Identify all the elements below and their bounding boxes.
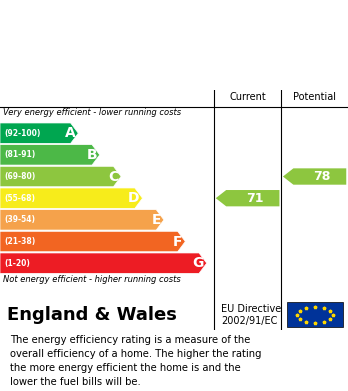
- Bar: [287, 302, 343, 327]
- Text: C: C: [108, 170, 118, 183]
- Text: 78: 78: [313, 170, 330, 183]
- Text: Potential: Potential: [293, 92, 336, 102]
- Polygon shape: [0, 253, 207, 273]
- Text: (1-20): (1-20): [4, 259, 30, 268]
- Text: E: E: [152, 213, 161, 227]
- Text: (21-38): (21-38): [4, 237, 35, 246]
- Polygon shape: [0, 231, 185, 252]
- Text: EU Directive
2002/91/EC: EU Directive 2002/91/EC: [221, 304, 281, 326]
- Text: Not energy efficient - higher running costs: Not energy efficient - higher running co…: [3, 275, 181, 284]
- Polygon shape: [216, 190, 279, 206]
- Polygon shape: [0, 166, 121, 187]
- Text: Very energy efficient - lower running costs: Very energy efficient - lower running co…: [3, 108, 182, 117]
- Text: A: A: [65, 126, 76, 140]
- Polygon shape: [0, 188, 142, 208]
- Text: (39-54): (39-54): [4, 215, 35, 224]
- Text: (55-68): (55-68): [4, 194, 35, 203]
- Text: B: B: [86, 148, 97, 162]
- Text: The energy efficiency rating is a measure of the
overall efficiency of a home. T: The energy efficiency rating is a measur…: [10, 335, 262, 387]
- Text: Current: Current: [229, 92, 266, 102]
- Text: (92-100): (92-100): [4, 129, 41, 138]
- Polygon shape: [0, 123, 78, 143]
- Text: G: G: [192, 256, 204, 270]
- Polygon shape: [283, 169, 346, 185]
- Text: (81-91): (81-91): [4, 151, 35, 160]
- Text: Energy Efficiency Rating: Energy Efficiency Rating: [63, 68, 285, 83]
- Text: 71: 71: [246, 192, 263, 204]
- Polygon shape: [0, 145, 100, 165]
- Text: (69-80): (69-80): [4, 172, 35, 181]
- Polygon shape: [0, 210, 164, 230]
- Text: D: D: [128, 191, 140, 205]
- Text: England & Wales: England & Wales: [7, 306, 177, 324]
- Text: F: F: [173, 235, 182, 249]
